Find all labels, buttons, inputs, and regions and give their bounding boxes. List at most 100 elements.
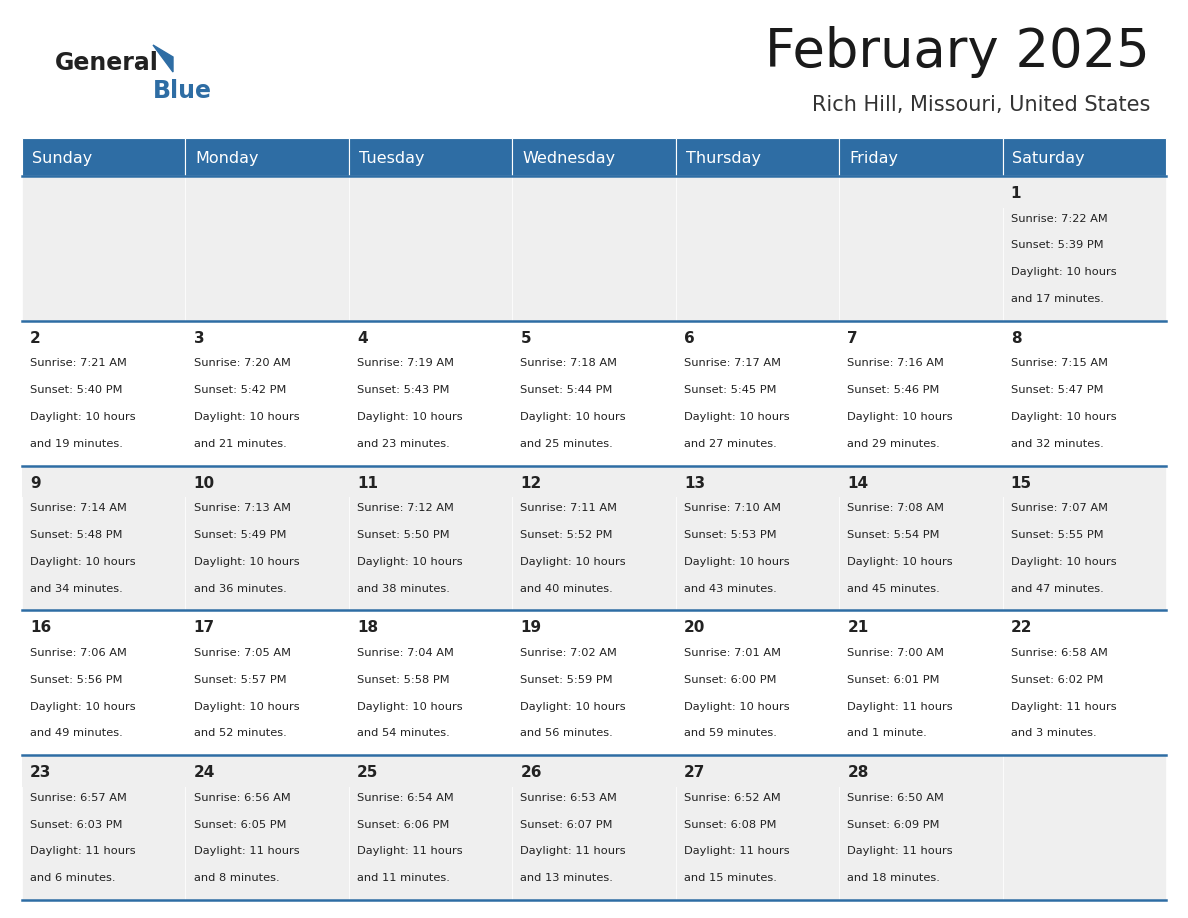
Text: Sunrise: 7:21 AM: Sunrise: 7:21 AM [30,358,127,368]
Bar [512,320,676,465]
Text: Sunset: 6:07 PM: Sunset: 6:07 PM [520,820,613,830]
Text: and 21 minutes.: and 21 minutes. [194,439,286,449]
Bar [1003,465,1165,610]
Bar [676,465,839,498]
Text: Daylight: 10 hours: Daylight: 10 hours [358,412,462,422]
Text: Daylight: 10 hours: Daylight: 10 hours [358,701,462,711]
Bar [23,610,185,756]
Text: 1: 1 [1011,186,1022,201]
Text: Sunset: 5:54 PM: Sunset: 5:54 PM [847,530,940,540]
Text: Daylight: 10 hours: Daylight: 10 hours [30,412,135,422]
Text: Sunrise: 7:04 AM: Sunrise: 7:04 AM [358,648,454,658]
Bar [185,465,349,498]
Text: and 15 minutes.: and 15 minutes. [684,873,777,883]
Text: Daylight: 10 hours: Daylight: 10 hours [520,557,626,566]
Text: Daylight: 10 hours: Daylight: 10 hours [194,701,299,711]
Text: Sunrise: 6:50 AM: Sunrise: 6:50 AM [847,793,944,803]
Text: Sunrise: 7:15 AM: Sunrise: 7:15 AM [1011,358,1107,368]
Text: and 25 minutes.: and 25 minutes. [520,439,613,449]
Text: Sunset: 6:09 PM: Sunset: 6:09 PM [847,820,940,830]
Bar [185,756,349,787]
Text: and 19 minutes.: and 19 minutes. [30,439,124,449]
Bar [185,610,349,756]
Text: Sunset: 5:52 PM: Sunset: 5:52 PM [520,530,613,540]
Bar [23,138,185,176]
Text: 25: 25 [358,766,379,780]
Text: Sunset: 5:43 PM: Sunset: 5:43 PM [358,386,449,396]
Text: 18: 18 [358,621,378,635]
Bar [349,465,512,498]
Text: Daylight: 10 hours: Daylight: 10 hours [684,701,790,711]
Text: and 3 minutes.: and 3 minutes. [1011,728,1097,738]
Text: Sunrise: 6:56 AM: Sunrise: 6:56 AM [194,793,290,803]
Text: 23: 23 [30,766,51,780]
Text: Sunrise: 7:19 AM: Sunrise: 7:19 AM [358,358,454,368]
Text: 28: 28 [847,766,868,780]
Bar [349,610,512,756]
Text: Daylight: 11 hours: Daylight: 11 hours [684,846,790,856]
Bar [23,176,185,320]
Text: Daylight: 11 hours: Daylight: 11 hours [847,701,953,711]
Text: Sunset: 5:50 PM: Sunset: 5:50 PM [358,530,449,540]
Bar [185,320,349,353]
Text: and 54 minutes.: and 54 minutes. [358,728,450,738]
Text: 10: 10 [194,476,215,490]
Text: Sunset: 5:39 PM: Sunset: 5:39 PM [1011,241,1104,251]
Bar [23,465,185,498]
Text: Saturday: Saturday [1012,151,1085,165]
Bar [839,610,1003,756]
Bar [839,465,1003,498]
Bar [676,756,839,900]
Bar [23,756,185,787]
Bar [1003,176,1165,207]
Bar [839,176,1003,320]
Text: Sunrise: 7:08 AM: Sunrise: 7:08 AM [847,503,944,513]
Text: Daylight: 11 hours: Daylight: 11 hours [194,846,299,856]
Text: Tuesday: Tuesday [359,151,424,165]
Text: and 34 minutes.: and 34 minutes. [30,584,122,594]
Text: Thursday: Thursday [685,151,760,165]
Text: Daylight: 10 hours: Daylight: 10 hours [194,557,299,566]
Text: and 23 minutes.: and 23 minutes. [358,439,450,449]
Text: Sunset: 5:45 PM: Sunset: 5:45 PM [684,386,777,396]
Text: Sunset: 6:08 PM: Sunset: 6:08 PM [684,820,777,830]
Text: 21: 21 [847,621,868,635]
Bar [676,176,839,320]
Text: 16: 16 [30,621,51,635]
Text: and 40 minutes.: and 40 minutes. [520,584,613,594]
Text: Sunset: 6:02 PM: Sunset: 6:02 PM [1011,675,1104,685]
Text: 2: 2 [30,330,40,346]
Text: 20: 20 [684,621,706,635]
Text: Monday: Monday [195,151,259,165]
Text: Sunrise: 7:14 AM: Sunrise: 7:14 AM [30,503,127,513]
Text: and 18 minutes.: and 18 minutes. [847,873,940,883]
Text: Sunset: 5:57 PM: Sunset: 5:57 PM [194,675,286,685]
Text: Daylight: 10 hours: Daylight: 10 hours [847,557,953,566]
Text: Sunrise: 6:57 AM: Sunrise: 6:57 AM [30,793,127,803]
Text: Blue: Blue [153,79,211,103]
Bar [1003,320,1165,465]
Text: and 56 minutes.: and 56 minutes. [520,728,613,738]
Bar [512,465,676,498]
Text: 15: 15 [1011,476,1032,490]
Text: and 13 minutes.: and 13 minutes. [520,873,613,883]
Bar [839,610,1003,643]
Text: Daylight: 10 hours: Daylight: 10 hours [847,412,953,422]
Text: and 29 minutes.: and 29 minutes. [847,439,940,449]
Text: and 45 minutes.: and 45 minutes. [847,584,940,594]
Bar [676,465,839,610]
Text: 5: 5 [520,330,531,346]
Text: 17: 17 [194,621,215,635]
Text: 13: 13 [684,476,704,490]
Polygon shape [153,45,173,72]
Bar [185,138,349,176]
Text: Daylight: 10 hours: Daylight: 10 hours [684,557,790,566]
Text: Daylight: 10 hours: Daylight: 10 hours [30,557,135,566]
Bar [839,320,1003,465]
Bar [676,138,839,176]
Bar [512,756,676,900]
Text: Sunrise: 7:06 AM: Sunrise: 7:06 AM [30,648,127,658]
Text: and 59 minutes.: and 59 minutes. [684,728,777,738]
Text: Sunset: 6:05 PM: Sunset: 6:05 PM [194,820,286,830]
Text: Sunrise: 7:17 AM: Sunrise: 7:17 AM [684,358,781,368]
